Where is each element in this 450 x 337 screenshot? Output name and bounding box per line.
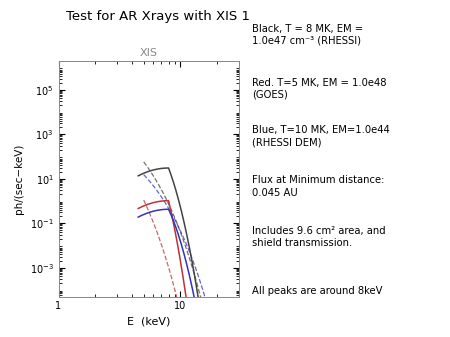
Title: XIS: XIS <box>140 49 158 59</box>
Text: All peaks are around 8keV: All peaks are around 8keV <box>252 286 382 297</box>
Text: Black, T = 8 MK, EM =
1.0e47 cm⁻³ (RHESSI): Black, T = 8 MK, EM = 1.0e47 cm⁻³ (RHESS… <box>252 24 363 46</box>
Text: Test for AR Xrays with XIS 1: Test for AR Xrays with XIS 1 <box>66 10 249 23</box>
Text: Blue, T=10 MK, EM=1.0e44
(RHESSI DEM): Blue, T=10 MK, EM=1.0e44 (RHESSI DEM) <box>252 125 390 147</box>
Y-axis label: ph/(sec−keV): ph/(sec−keV) <box>14 144 24 214</box>
X-axis label: E  (keV): E (keV) <box>127 317 170 327</box>
Text: Red. T=5 MK, EM = 1.0e48
(GOES): Red. T=5 MK, EM = 1.0e48 (GOES) <box>252 78 387 100</box>
Text: Flux at Minimum distance:
0.045 AU: Flux at Minimum distance: 0.045 AU <box>252 175 384 197</box>
Text: Includes 9.6 cm² area, and
shield transmission.: Includes 9.6 cm² area, and shield transm… <box>252 226 386 248</box>
